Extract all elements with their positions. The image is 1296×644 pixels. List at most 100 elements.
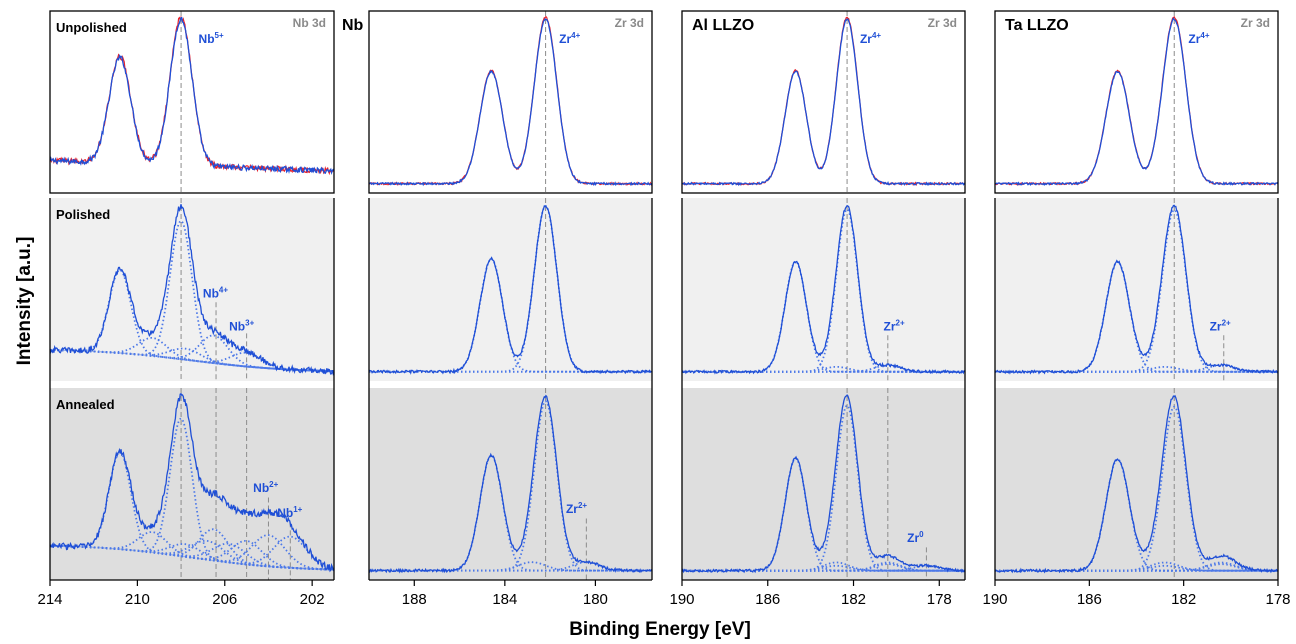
spectrum-line: [49, 392, 335, 573]
row-annealed: [995, 388, 1279, 580]
fit-component: [50, 534, 334, 571]
row-separator: [368, 381, 653, 388]
panel-title: Ta LLZO: [1005, 17, 1069, 34]
spectrum-line: [994, 17, 1279, 187]
peak-annotation: Nb5+: [199, 31, 224, 46]
fit-component: [682, 366, 965, 373]
panels: Nb5+ Unpolished Nb4+ Nb3+ Polished Nb2+ Nb1+ An…: [37, 10, 1291, 608]
row-separator: [49, 193, 335, 198]
fit-component: [50, 347, 334, 372]
row-separator: [994, 193, 1279, 198]
y-axis-title: Intensity [a.u.]: [14, 237, 35, 366]
x-tick-label: 178: [1265, 591, 1290, 608]
x-tick-label: 202: [300, 591, 325, 608]
x-tick-label: 186: [1077, 591, 1102, 608]
peak-annotation: Zr2+: [566, 501, 587, 516]
row-background: [50, 388, 334, 580]
panel-title: Al LLZO: [692, 17, 754, 34]
spectrum-line: [49, 16, 335, 176]
spectrum-line: [995, 394, 1279, 574]
panel-frame: [994, 10, 1279, 194]
spectrum-line: [368, 394, 653, 574]
x-tick-label: 206: [212, 591, 237, 608]
row-annealed: Zr2+: [368, 388, 653, 580]
x-tick-label: 188: [402, 591, 427, 608]
row-background: [369, 388, 652, 580]
x-tick-label: 180: [583, 591, 608, 608]
row-background: [995, 388, 1278, 580]
row-annealed: Zr0: [681, 388, 966, 580]
spectrum-line: [368, 205, 653, 375]
row-unpolished: Zr4+: [368, 11, 653, 193]
x-axis-title: Binding Energy [eV]: [569, 619, 751, 640]
peak-annotation: Zr2+: [884, 319, 905, 334]
row-separator: [681, 381, 966, 388]
peak-annotation: Zr2+: [1210, 319, 1231, 334]
row-separator: [681, 193, 966, 198]
row-unpolished: Zr4+: [681, 11, 966, 193]
region-label: Zr 3d: [615, 16, 644, 30]
fit-component: [369, 454, 652, 572]
spectrum-line: [681, 204, 966, 375]
row-background: [50, 198, 334, 381]
row-background: [369, 11, 652, 193]
panel-frame: [49, 10, 335, 194]
peak-annotation: Zr0: [907, 530, 924, 545]
row-polished: Zr2+: [994, 198, 1279, 381]
row-background: [682, 388, 965, 580]
row-label: Annealed: [56, 397, 115, 412]
x-tick-label: 190: [982, 591, 1007, 608]
fit-component: [682, 404, 965, 572]
x-tick-label: 214: [37, 591, 62, 608]
peak-annotation: Zr4+: [860, 31, 881, 46]
fit-component: [50, 539, 335, 571]
row-separator: [994, 381, 1279, 388]
peak-annotation: Nb3+: [229, 319, 254, 334]
background-line: [50, 545, 335, 571]
row-label: Unpolished: [56, 20, 127, 35]
spectrum-line: [994, 204, 1279, 375]
row-polished: Nb4+ Nb3+ Polished: [49, 198, 335, 381]
row-label: Polished: [56, 207, 110, 222]
row-unpolished: Nb5+ Unpolished: [49, 11, 335, 193]
x-tick-label: 182: [1171, 591, 1196, 608]
peak-annotation: Nb4+: [203, 286, 228, 301]
x-tick-label: 190: [669, 591, 694, 608]
row-background: [369, 198, 652, 381]
row-background: [682, 11, 965, 193]
fit-component: [995, 366, 1278, 373]
region-label: Nb 3d: [293, 16, 326, 30]
peak-annotation: Zr4+: [1188, 31, 1209, 46]
x-tick-label: 184: [492, 591, 517, 608]
row-unpolished: Zr4+: [994, 11, 1279, 193]
spectrum-line: [368, 17, 653, 187]
fit-component: [682, 564, 965, 572]
panel-al: Zr4+ Zr2+ Zr0 Zr 3d Al LLZO 190 186 182 178: [669, 10, 966, 608]
spectrum-line: [49, 204, 335, 376]
x-tick-label: 186: [755, 591, 780, 608]
panel-frame: [681, 10, 966, 194]
row-annealed: Nb2+ Nb1+ Annealed: [49, 388, 335, 580]
fit-component: [50, 337, 334, 372]
row-separator: [368, 193, 653, 198]
fit-component: [50, 528, 335, 571]
panel-frame: [368, 10, 653, 194]
x-tick-label: 178: [927, 591, 952, 608]
row-polished: [368, 198, 653, 381]
row-separator: [49, 381, 335, 388]
fit-component: [995, 564, 1278, 572]
region-label: Zr 3d: [928, 16, 957, 30]
row-background: [995, 11, 1278, 193]
panel-ta: Zr4+ Zr2+ Zr 3d Ta LLZO 190 186 182 178: [982, 10, 1291, 608]
region-label: Zr 3d: [1241, 16, 1270, 30]
panel-zr_nb: Zr4+ Zr2+ Zr 3d 188 184 180: [368, 10, 653, 608]
row-background: [50, 11, 334, 193]
spectrum-line: [681, 394, 966, 574]
spectrum-line: [681, 18, 966, 187]
row-background: [682, 198, 965, 381]
row-polished: Zr2+: [681, 198, 966, 381]
x-tick-label: 210: [125, 591, 150, 608]
x-tick-label: 182: [841, 591, 866, 608]
row-background: [995, 198, 1278, 381]
